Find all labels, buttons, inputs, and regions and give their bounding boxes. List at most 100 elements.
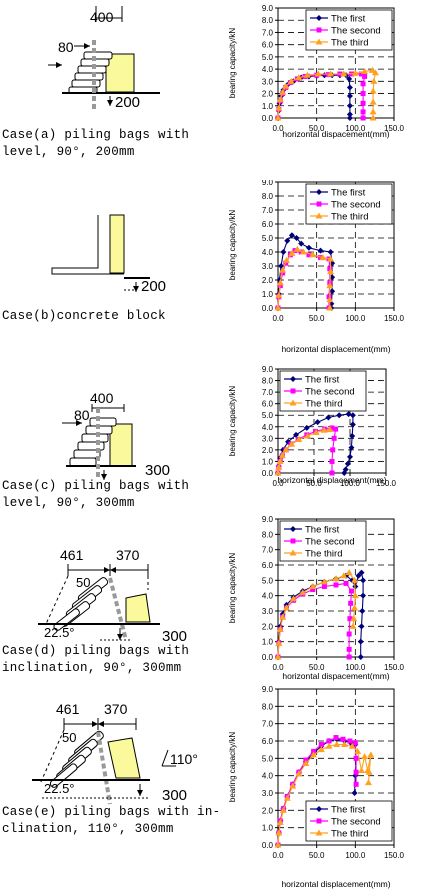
x-tick-label: 150.0 — [384, 851, 405, 860]
series-line — [277, 234, 333, 309]
legend-entry: The second — [331, 817, 381, 828]
data-point — [346, 646, 352, 652]
data-point — [348, 600, 354, 606]
data-point — [327, 70, 335, 77]
data-point — [280, 249, 287, 255]
y-tick-label: 0.0 — [262, 304, 274, 313]
data-point — [346, 115, 353, 121]
data-point — [279, 88, 287, 95]
data-point — [279, 806, 287, 813]
y-tick-label: 5.0 — [262, 53, 274, 62]
legend-swatch-marker — [316, 189, 322, 195]
legend-swatch-marker — [290, 538, 296, 544]
x-axis-label: horizontal displacement(mm) — [277, 475, 386, 485]
y-tick-label: 9.0 — [262, 4, 274, 13]
y-tick-label: 7.0 — [262, 388, 274, 397]
data-point — [326, 294, 332, 300]
chart-case-e: 0.0 1.0 2.0 3.0 4.0 5.0 6.0 7.0 8.0 9.0 0.0 50.0 100… — [228, 685, 405, 889]
data-point — [340, 736, 346, 742]
x-tick-label: 150.0 — [376, 479, 397, 488]
data-point — [274, 304, 282, 311]
x-axis-label: horizontal displacement(mm) — [281, 344, 390, 354]
data-point — [326, 738, 332, 744]
data-point — [279, 613, 287, 620]
legend-entry: The first — [305, 375, 340, 386]
data-point — [353, 769, 359, 775]
data-point — [275, 639, 283, 646]
data-point — [348, 588, 354, 594]
data-point — [346, 654, 352, 660]
data-point — [320, 426, 328, 433]
x-tick-label: 0.0 — [272, 124, 284, 133]
data-point — [303, 424, 310, 431]
data-point — [275, 104, 283, 111]
legend-entry: The second — [305, 387, 355, 398]
data-point — [274, 469, 282, 476]
data-point — [349, 433, 356, 440]
x-tick-label: 100.0 — [345, 124, 366, 133]
x-axis-label: horizontal dispacement(mm) — [282, 129, 389, 139]
case-a-caption-line-2: level, 90°, 200mm — [2, 145, 135, 159]
data-point — [346, 102, 353, 109]
data-point — [353, 781, 359, 787]
y-tick-label: 0.0 — [262, 653, 274, 662]
data-point — [312, 429, 320, 436]
y-tick-label: 2.0 — [262, 622, 274, 631]
chart-case-a: 0.0 1.0 2.0 3.0 4.0 5.0 6.0 7.0 8.0 9.0 0.0 50.0 100… — [228, 4, 405, 139]
case-b-caption-line-1: Case(b)concrete block — [2, 309, 166, 323]
case-e-dim-wall-angle: 110° — [170, 751, 198, 767]
data-point — [279, 266, 287, 273]
y-tick-label: 9.0 — [262, 515, 274, 524]
y-tick-label: 1.0 — [262, 290, 274, 299]
data-point — [310, 751, 318, 758]
data-point — [318, 255, 324, 261]
chart-case-c: 0.0 1.0 2.0 3.0 4.0 5.0 6.0 7.0 8.0 9.0 0.0 50.0 100… — [228, 365, 397, 488]
y-axis-label: bearing capacity/kN — [228, 28, 237, 98]
y-tick-label: 6.0 — [262, 220, 274, 229]
case-e-caption-line-1: Case(e) piling bags with in- — [2, 805, 221, 819]
legend-entry: The third — [331, 38, 369, 49]
y-tick-label: 4.0 — [262, 248, 274, 257]
data-point — [344, 460, 351, 467]
y-tick-label: 4.0 — [262, 65, 274, 74]
data-point — [357, 654, 364, 660]
legend-entry: The third — [331, 212, 369, 223]
data-point — [370, 77, 378, 84]
legend-swatch-marker — [290, 388, 296, 394]
data-point — [345, 569, 353, 576]
data-point — [274, 114, 282, 121]
data-point — [347, 616, 353, 622]
series-3 — [274, 426, 334, 476]
data-point — [326, 282, 334, 289]
data-point — [327, 249, 334, 255]
y-tick-label: 4.0 — [262, 423, 274, 432]
data-point — [367, 751, 375, 758]
data-point — [341, 740, 349, 747]
data-point — [314, 419, 321, 426]
data-point — [310, 587, 316, 593]
data-point — [300, 248, 308, 255]
y-tick-label: 7.0 — [262, 720, 274, 729]
case-e-caption: Case(e) piling bags with in- clination, … — [2, 804, 220, 838]
series-3 — [274, 66, 379, 121]
data-point — [361, 753, 369, 760]
data-point — [360, 115, 366, 121]
series-3 — [274, 740, 375, 848]
y-axis-label: bearing capacity/kN — [228, 386, 237, 456]
case-d-dim-slope: 50 — [76, 575, 90, 590]
data-point — [349, 622, 357, 629]
legend-entry: The second — [331, 200, 381, 211]
data-point — [276, 96, 284, 103]
case-c-caption-line-1: Case(c) piling bags with — [2, 479, 190, 493]
data-point — [346, 84, 353, 91]
y-tick-label: 2.0 — [262, 90, 274, 99]
legend-swatch-marker — [290, 376, 296, 382]
case-e-dim-bottom: 300 — [162, 787, 188, 804]
data-point — [351, 604, 359, 611]
x-tick-label: 100.0 — [345, 314, 366, 323]
data-point — [358, 569, 365, 576]
data-point — [309, 582, 317, 589]
data-point — [318, 741, 324, 747]
data-point — [274, 841, 282, 848]
data-point — [326, 304, 334, 311]
